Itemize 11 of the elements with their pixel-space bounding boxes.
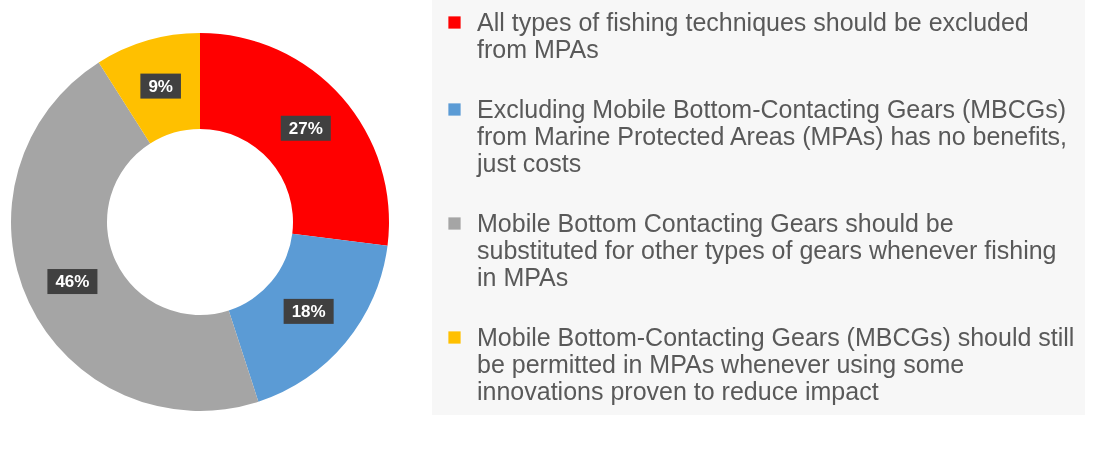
data-label: 46% bbox=[55, 272, 90, 292]
donut-slice bbox=[228, 233, 388, 402]
data-label: 27% bbox=[288, 118, 323, 138]
legend-label: Mobile Bottom-Contacting Gears (MBCGs) should still be permitted in MPAs whenever using some innovations proven to reduce impact bbox=[477, 322, 1075, 405]
data-label: 9% bbox=[148, 76, 173, 96]
legend-label: All types of fishing techniques should be excluded from MPAs bbox=[477, 7, 1029, 63]
donut-slice bbox=[11, 62, 259, 411]
legend-label: Mobile Bottom Contacting Gears should be substituted for other types of gears whenever fishing in MPAs bbox=[477, 208, 1057, 291]
data-label: 18% bbox=[291, 301, 326, 321]
donut-slice bbox=[200, 33, 389, 246]
legend-label: Excluding Mobile Bottom-Contacting Gears (MBCGs) from Marine Protected Areas (MPAs) has no benefits, just costs bbox=[476, 94, 1068, 177]
